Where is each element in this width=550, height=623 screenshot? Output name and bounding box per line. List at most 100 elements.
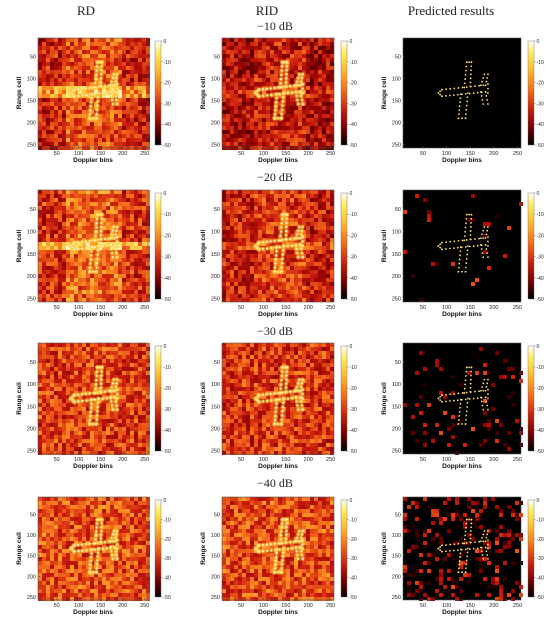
x-axis-label: Doppler bins	[442, 609, 482, 616]
x-axis-label: Doppler bins	[73, 463, 113, 470]
y-tick-label: 250	[211, 297, 220, 303]
y-axis-label: Range cell	[381, 532, 388, 565]
colorbar-tick-label: -30	[164, 101, 171, 107]
y-tick-label: 100	[392, 229, 401, 235]
x-tick-label: 150	[96, 305, 105, 311]
x-tick-label: 50	[238, 457, 244, 463]
x-axis-label: Doppler bins	[73, 157, 113, 164]
colorbar	[340, 499, 348, 598]
y-tick-label: 100	[211, 533, 220, 539]
plot-frame	[37, 189, 149, 303]
colorbar-tick-label: -50	[537, 595, 544, 601]
colorbar-tick-label: 0	[350, 498, 353, 504]
plot-frame	[37, 37, 149, 149]
y-tick-label: 150	[27, 99, 36, 105]
x-axis-label: Doppler bins	[258, 463, 298, 470]
colorbar-tick-label: -20	[537, 537, 544, 543]
y-tick-label: 50	[395, 513, 401, 519]
y-tick-label: 50	[395, 55, 401, 61]
x-tick-label: 250	[513, 603, 522, 609]
colorbar-tick-label: -20	[537, 233, 544, 239]
colorbar-tick-label: -40	[164, 428, 171, 434]
colorbar-tick-label: -40	[164, 122, 171, 128]
y-tick-label: 100	[392, 533, 401, 539]
panel-predicted-3: 50 100 150 200 250 50 100 150 200 250 Doppler bins…	[381, 342, 544, 470]
colorbar-tick-label: 0	[537, 498, 540, 504]
x-tick-label: 250	[326, 305, 335, 311]
panel-rd-3: 50 100 150 200 250 50 100 150 200 250 Doppler bins…	[16, 342, 171, 470]
x-tick-label: 250	[326, 457, 335, 463]
plot-frame	[221, 342, 335, 455]
colorbar-tick-label: -40	[350, 428, 357, 434]
colorbar	[527, 499, 535, 598]
colorbar-tick-label: -30	[350, 101, 357, 107]
x-tick-label: 250	[140, 603, 149, 609]
colorbar-tick-label: -40	[350, 576, 357, 582]
colorbar-tick-label: -20	[164, 81, 171, 87]
x-axis-label: Doppler bins	[442, 463, 482, 470]
panel-rid-4: 50 100 150 200 250 50 100 150 200 250 Doppler bins…	[200, 496, 357, 616]
x-tick-label: 50	[54, 457, 60, 463]
colorbar	[527, 345, 535, 452]
y-tick-label: 100	[392, 382, 401, 388]
x-tick-label: 200	[489, 305, 498, 311]
x-tick-label: 50	[238, 151, 244, 157]
x-tick-label: 150	[466, 151, 475, 157]
x-tick-label: 100	[442, 457, 451, 463]
x-tick-label: 150	[466, 603, 475, 609]
colorbar-tick-label: -20	[164, 537, 171, 543]
x-tick-label: 50	[420, 151, 426, 157]
plot-frame	[37, 496, 149, 601]
x-tick-label: 100	[74, 603, 83, 609]
y-tick-label: 50	[395, 207, 401, 213]
colorbar-tick-label: -30	[164, 407, 171, 413]
colorbar-tick-label: -40	[164, 276, 171, 282]
colorbar-tick-label: -30	[350, 556, 357, 562]
colorbar-tick-label: -50	[537, 449, 544, 455]
y-tick-label: 200	[27, 274, 36, 280]
panel-predicted-1: 50 100 150 200 250 50 100 150 200 250 Doppler bins…	[381, 37, 544, 164]
colorbar-tick-label: -30	[537, 556, 544, 562]
y-tick-label: 150	[211, 404, 220, 410]
target-scatterers	[437, 366, 489, 425]
colorbar-tick-label: 0	[537, 344, 540, 350]
x-tick-label: 200	[304, 151, 313, 157]
y-tick-label: 250	[211, 143, 220, 149]
y-tick-label: 50	[30, 55, 36, 61]
heatmap-background	[403, 190, 521, 302]
y-tick-label: 50	[214, 55, 220, 61]
x-tick-label: 200	[118, 603, 127, 609]
y-axis-label: Range cell	[381, 382, 388, 415]
x-tick-label: 250	[513, 151, 522, 157]
colorbar-tick-label: -10	[164, 365, 171, 371]
colorbar-tick-label: -40	[537, 276, 544, 282]
colorbar	[340, 345, 348, 452]
x-tick-label: 100	[74, 151, 83, 157]
x-tick-label: 50	[238, 603, 244, 609]
colorbar	[154, 345, 162, 452]
plot-frame	[37, 342, 149, 455]
y-tick-label: 200	[211, 426, 220, 432]
colorbar-tick-label: -50	[350, 297, 357, 303]
x-tick-label: 200	[489, 603, 498, 609]
y-tick-label: 200	[211, 121, 220, 127]
colorbar-tick-label: 0	[537, 39, 540, 45]
y-tick-label: 150	[392, 99, 401, 105]
colorbar-tick-label: -20	[350, 386, 357, 392]
colorbar-tick-label: -30	[537, 255, 544, 261]
colorbar-tick-label: -40	[537, 122, 544, 128]
x-tick-label: 150	[281, 305, 290, 311]
x-tick-label: 150	[96, 603, 105, 609]
y-axis-label: Range cell	[16, 77, 23, 110]
target-scatterers	[437, 61, 489, 120]
colorbar	[340, 40, 348, 146]
colorbar-tick-label: -40	[537, 576, 544, 582]
x-tick-label: 100	[442, 151, 451, 157]
y-tick-label: 150	[211, 252, 220, 258]
panel-rd-2: 50 100 150 200 250 50 100 150 200 250 Doppler bins…	[16, 189, 171, 318]
colorbar-tick-label: -50	[164, 595, 171, 601]
x-tick-label: 50	[54, 151, 60, 157]
y-axis-label: Range cell	[16, 382, 23, 415]
heatmap-background	[403, 38, 521, 148]
target-scatterers	[253, 60, 305, 121]
